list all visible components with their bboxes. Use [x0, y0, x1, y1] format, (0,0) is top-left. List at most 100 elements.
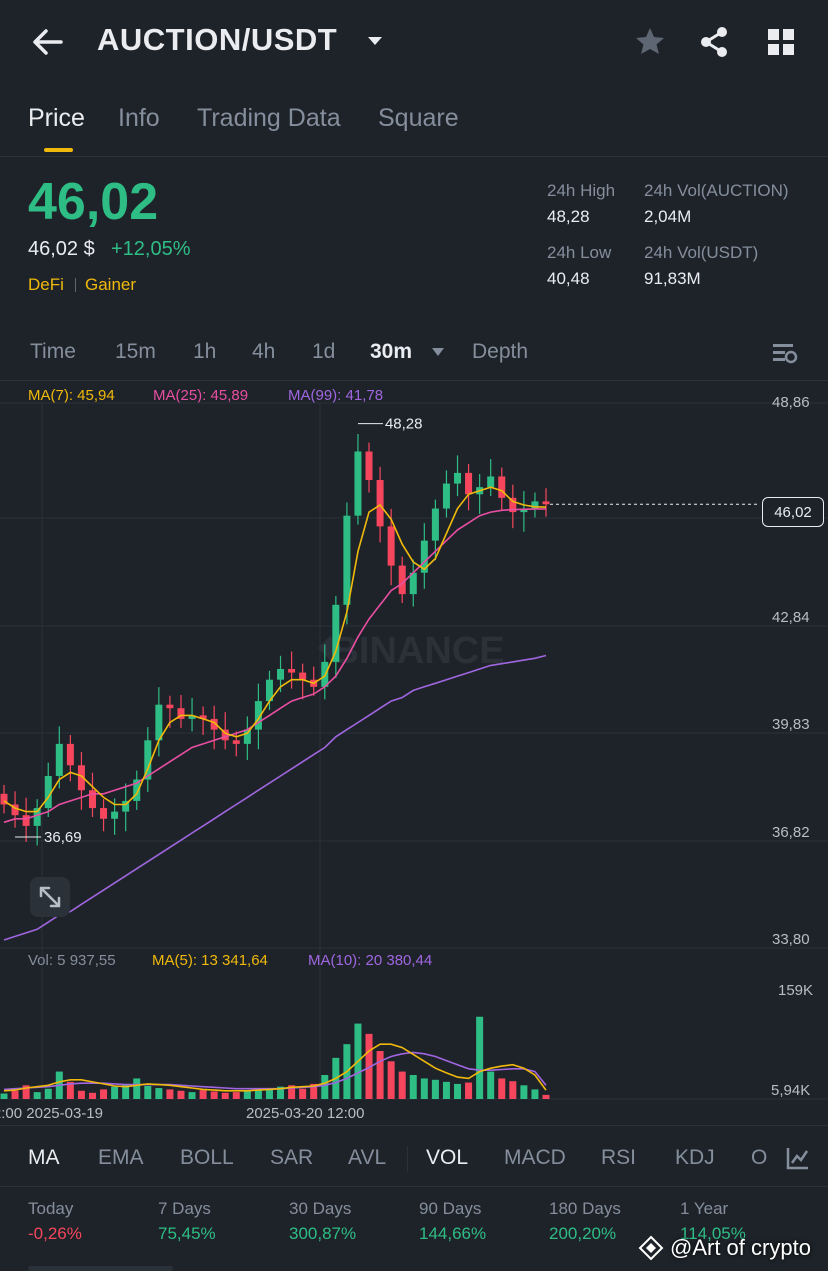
price-change: +12,05% [111, 238, 191, 260]
divider [0, 1186, 828, 1187]
chart-settings-icon[interactable] [772, 341, 798, 365]
tf-1h[interactable]: 1h [193, 340, 217, 363]
perf-label: 90 Days [419, 1199, 482, 1218]
volume-bar [542, 1094, 550, 1099]
candle-body [465, 472, 473, 495]
active-tab-indicator [44, 148, 73, 152]
perf-value: 144,66% [419, 1224, 487, 1243]
expand-icon [39, 886, 61, 908]
volume-bar [277, 1086, 285, 1099]
volume-bar [431, 1079, 439, 1099]
volume-bar [199, 1090, 207, 1099]
volume-bar [111, 1086, 119, 1099]
ind-kdj[interactable]: KDJ [675, 1146, 715, 1169]
star-icon[interactable] [634, 26, 666, 56]
candle-body [44, 775, 52, 809]
price-tick-4: 39,83 [772, 716, 810, 733]
tag-defi[interactable]: DeFi [28, 275, 64, 294]
ma99-line [3, 654, 547, 941]
tf-15m[interactable]: 15m [115, 340, 156, 363]
stat-high-value: 48,28 [547, 207, 590, 226]
candle-body [487, 476, 495, 488]
vol-tick-bottom: 5,94K [771, 1082, 811, 1099]
price-tick-6: 33,80 [772, 931, 810, 948]
candle-body [398, 565, 406, 595]
volume-ma5-line [3, 1043, 547, 1092]
candle-body [520, 508, 528, 513]
tf-4h[interactable]: 4h [252, 340, 276, 363]
stat-high-label: 24h High [547, 181, 616, 200]
high-marker-label: 48,28 [385, 416, 423, 433]
candle-body [55, 743, 63, 776]
candle-body [11, 804, 19, 816]
tab-price[interactable]: Price [28, 104, 85, 132]
volume-bar [188, 1092, 196, 1099]
candle-body [88, 790, 96, 809]
expand-chart-button[interactable] [30, 877, 70, 917]
divider [0, 1125, 828, 1126]
ma25-line [3, 508, 546, 824]
ind-boll[interactable]: BOLL [180, 1146, 234, 1169]
tab-square[interactable]: Square [378, 104, 459, 132]
last-price: 46,02 [28, 173, 159, 231]
candle-body [277, 669, 285, 680]
tf-30m[interactable]: 30m [370, 340, 413, 363]
candle-body [288, 669, 296, 673]
candle-body [232, 740, 240, 744]
indicator-settings-button[interactable] [768, 1128, 828, 1186]
ma99-legend: MA(99): 41,78 [288, 387, 384, 404]
candle-body [0, 793, 8, 805]
price-chart[interactable]: BINANCE 48,28 36,69 [0, 380, 828, 1125]
credit-watermark: @Art of crypto [638, 1235, 811, 1261]
chart-grid [0, 402, 828, 1100]
volume-bar [166, 1089, 174, 1099]
volume-bar [0, 1093, 8, 1099]
candle-body [442, 483, 450, 509]
tab-info[interactable]: Info [118, 104, 160, 132]
volume-bar [155, 1088, 163, 1099]
volume-bar [420, 1078, 428, 1099]
share-icon[interactable] [699, 26, 729, 58]
usd-price: 46,02 $ [28, 238, 95, 260]
ind-avl[interactable]: AVL [348, 1146, 387, 1169]
volume-ma10-line [3, 1051, 547, 1091]
candle-body [155, 704, 163, 741]
tf-dropdown-icon[interactable] [431, 347, 445, 357]
volume-bar [442, 1081, 450, 1099]
perf-label: Today [28, 1199, 74, 1218]
volume-bar [144, 1085, 152, 1099]
back-arrow-icon[interactable] [30, 27, 64, 57]
tag-divider [75, 278, 76, 292]
candle-body [376, 480, 384, 527]
tag-gainer[interactable]: Gainer [85, 275, 137, 294]
ind-sar[interactable]: SAR [270, 1146, 314, 1169]
ind-ema[interactable]: EMA [98, 1146, 144, 1169]
ind-rsi[interactable]: RSI [601, 1146, 637, 1169]
tf-depth[interactable]: Depth [472, 340, 529, 363]
ind-vol[interactable]: VOL [426, 1146, 469, 1169]
chevron-down-icon[interactable] [367, 35, 383, 47]
tab-trading-data[interactable]: Trading Data [197, 104, 341, 132]
ind-macd[interactable]: MACD [504, 1146, 566, 1169]
indicator-chart-icon [786, 1148, 809, 1170]
volume-bar [265, 1088, 273, 1099]
pair-title[interactable]: AUCTION/USDT [97, 22, 338, 57]
perf-value: 114,05% [680, 1224, 746, 1243]
ind-ma[interactable]: MA [28, 1146, 60, 1169]
ma-lines [3, 486, 547, 1092]
candle-body [111, 811, 119, 819]
vol-ma5-legend: MA(5): 13 341,64 [152, 952, 268, 969]
candle-body [33, 808, 41, 826]
stat-vol-quote-value: 91,83M [644, 269, 701, 288]
volume-bar [509, 1081, 517, 1099]
tf-1d[interactable]: 1d [312, 340, 336, 363]
perf-label: 30 Days [289, 1199, 352, 1218]
volume-bar [33, 1092, 41, 1099]
volume-bar [44, 1088, 52, 1099]
grid-icon[interactable] [767, 28, 795, 56]
tf-time[interactable]: Time [30, 340, 76, 363]
volume-bars [0, 1016, 550, 1099]
ind-more[interactable]: O [751, 1146, 767, 1169]
candle-body [299, 672, 307, 680]
ma7-legend: MA(7): 45,94 [28, 387, 115, 404]
